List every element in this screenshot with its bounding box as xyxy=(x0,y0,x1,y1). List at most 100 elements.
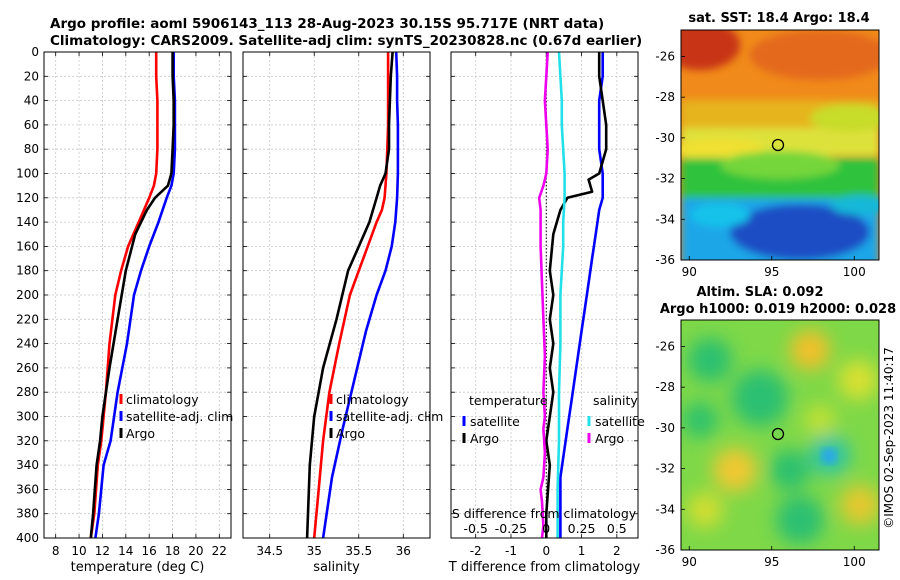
x-tick-label: 16 xyxy=(142,544,157,558)
plot-frame xyxy=(242,51,431,539)
legend-label: climatology xyxy=(126,392,199,407)
series-line-s-satellite xyxy=(556,51,566,538)
y-tick-label: -28 xyxy=(655,380,675,394)
x-tick-label: 95 xyxy=(764,555,779,569)
y-tick-label: -28 xyxy=(655,90,675,104)
x-axis-label: T difference from climatology xyxy=(448,560,641,575)
x-tick-label: 35 xyxy=(307,544,322,558)
sla-map: -26 -28 -30 -32 -34 -36 90 95 100 xyxy=(655,319,880,569)
y-tick-label: 100 xyxy=(16,167,39,181)
plot-frame xyxy=(450,51,639,539)
x-tick-label: 10 xyxy=(71,544,86,558)
imos-watermark: ©IMOS 02-Sep-2023 11:40:17 xyxy=(882,347,896,529)
y-tick-label: -32 xyxy=(655,462,675,476)
y-tick-label: -32 xyxy=(655,172,675,186)
y-tick-label: 340 xyxy=(16,458,39,472)
title-line-1: Argo profile: aoml 5906143_113 28-Aug-20… xyxy=(50,16,604,32)
y-tick-label: -30 xyxy=(655,421,675,435)
y-tick-label: 220 xyxy=(16,312,39,326)
sla-map-frame xyxy=(680,319,880,551)
x-tick-label: -2 xyxy=(470,544,482,558)
y-tick-label: 180 xyxy=(16,264,39,278)
y-tick-label: 160 xyxy=(16,239,39,253)
y-tick-label: 260 xyxy=(16,361,39,375)
x-axis-label: temperature (deg C) xyxy=(71,560,205,575)
sla-title-1: Altim. SLA: 0.092 xyxy=(697,285,824,300)
x-tick-label: 18 xyxy=(165,544,180,558)
sst-map: -26 -28 -30 -32 -34 -36 90 95 100 xyxy=(655,29,880,279)
y-tick-label: -26 xyxy=(655,49,675,63)
sla-title-2: Argo h1000: 0.019 h2000: 0.028 xyxy=(660,302,896,317)
series-line-argo xyxy=(89,52,175,539)
x-tick-label: 36 xyxy=(396,544,411,558)
secondary-tick-label: 0 xyxy=(542,521,550,536)
y-tick-label: 240 xyxy=(16,337,39,351)
x-tick-label: 90 xyxy=(682,265,697,279)
x-tick-label: 20 xyxy=(188,544,203,558)
legend-label: Argo xyxy=(126,426,155,441)
salinity-panel: 34.5 35 35.5 36 salinity climatology satellite… xyxy=(242,51,443,575)
sst-map-axes: -26 -28 -30 -32 -34 -36 90 95 100 xyxy=(655,49,865,279)
y-tick-label: 120 xyxy=(16,191,39,205)
y-tick-label: -34 xyxy=(655,212,675,226)
secondary-tick-label: -0.5 xyxy=(464,521,488,536)
x-tick-label: 22 xyxy=(212,544,227,558)
legend-label: satellite-adj. clim xyxy=(336,409,443,424)
legend-label: Argo xyxy=(470,431,499,446)
y-tick-label: 0 xyxy=(31,45,39,59)
x-tick-label: 34.5 xyxy=(256,544,283,558)
sst-map-image xyxy=(681,30,879,260)
sla-map-axes: -26 -28 -30 -32 -34 -36 90 95 100 xyxy=(655,339,865,569)
y-tick-label: 280 xyxy=(16,385,39,399)
x-tick-label: 0 xyxy=(542,544,550,558)
y-tick-label: -30 xyxy=(655,131,675,145)
series-line-s-argo xyxy=(537,51,550,539)
y-tick-label: 20 xyxy=(24,69,39,83)
y-tick-label: -26 xyxy=(655,339,675,353)
series-line-argo xyxy=(305,51,394,539)
x-tick-label: -1 xyxy=(505,544,517,558)
series-line-t-satellite xyxy=(559,52,605,538)
series-line-t-argo xyxy=(544,52,608,538)
x-tick-label: 12 xyxy=(95,544,110,558)
secondary-axis-label: S difference from climatology xyxy=(452,506,637,521)
difference-panel: -2 -1 0 1 2 T difference from climatology temp… xyxy=(448,51,645,575)
y-tick-label: 300 xyxy=(16,410,39,424)
x-tick-label: 100 xyxy=(843,265,866,279)
series-line-satellite-adj-clim xyxy=(321,51,400,539)
secondary-tick-label: -0.25 xyxy=(495,521,527,536)
legend-label: Argo xyxy=(595,431,624,446)
x-tick-label: 1 xyxy=(578,544,586,558)
x-tick-label: 100 xyxy=(843,555,866,569)
secondary-tick-label: 0.5 xyxy=(607,521,627,536)
argo-position-marker xyxy=(771,138,785,152)
argo-position-marker xyxy=(771,427,785,441)
y-tick-label: 360 xyxy=(16,482,39,496)
x-tick-label: 14 xyxy=(118,544,133,558)
x-axis-label: salinity xyxy=(313,560,360,575)
secondary-tick-label: 0.25 xyxy=(568,521,596,536)
x-tick-label: 2 xyxy=(613,544,621,558)
legend-title-temperature: temperature xyxy=(469,393,548,408)
x-tick-label: 90 xyxy=(682,555,697,569)
x-tick-label: 95 xyxy=(764,265,779,279)
legend-label: climatology xyxy=(336,392,409,407)
temperature-panel: 0 20 40 60 80 100 120 140 160 180 200 220 240 260 280 3… xyxy=(16,45,233,575)
legend-label: Argo xyxy=(336,426,365,441)
legend-title-salinity: salinity xyxy=(593,393,638,408)
y-tick-label: -36 xyxy=(655,253,675,267)
y-tick-label: 200 xyxy=(16,288,39,302)
legend-label: satellite-adj. clim xyxy=(126,409,233,424)
y-tick-label: -36 xyxy=(655,543,675,557)
sst-map-frame xyxy=(680,29,880,261)
x-tick-label: 8 xyxy=(52,544,60,558)
y-tick-label: 320 xyxy=(16,434,39,448)
sla-map-image xyxy=(681,320,879,550)
y-tick-label: 400 xyxy=(16,531,39,545)
legend-label: satellite xyxy=(595,414,645,429)
plot-frame xyxy=(43,51,232,539)
title-line-2: Climatology: CARS2009. Satellite-adj cli… xyxy=(50,33,642,49)
sst-map-title: sat. SST: 18.4 Argo: 18.4 xyxy=(688,11,869,26)
series-line-satellite-adj-clim xyxy=(94,52,177,539)
